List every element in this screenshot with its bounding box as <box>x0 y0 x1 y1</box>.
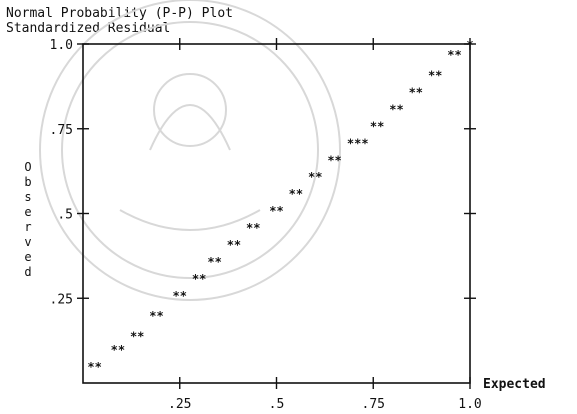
x-tick-label: .5 <box>269 397 285 412</box>
x-tick-label: .25 <box>168 397 191 412</box>
data-point: ** <box>227 238 241 252</box>
data-point: ** <box>173 289 187 303</box>
data-point: ** <box>192 272 206 286</box>
y-axis-label-char: b <box>24 175 32 189</box>
data-point: ** <box>269 204 283 218</box>
x-axis-label: Expected <box>483 377 546 392</box>
y-axis-label-char: d <box>24 265 32 279</box>
chart-title: Normal Probability (P-P) Plot <box>6 6 233 21</box>
data-point: ** <box>130 330 144 344</box>
y-axis-label-char: v <box>24 235 32 249</box>
data-point: ** <box>327 153 341 167</box>
data-point: ** <box>447 48 461 62</box>
y-axis-label-char: e <box>24 250 32 264</box>
y-axis-label-char: O <box>24 160 32 174</box>
x-tick-label: 1.0 <box>458 397 481 412</box>
data-point: ** <box>207 255 221 269</box>
x-tick-label: .75 <box>362 397 385 412</box>
watermark-seal <box>39 0 341 301</box>
y-tick-label: 1.0 <box>50 38 73 53</box>
chart-subtitle: Standardized Residual <box>6 21 171 36</box>
data-point: ** <box>428 69 442 83</box>
y-tick-label: .25 <box>50 292 73 307</box>
tick-labels: .25 .5 .75 1.0 1.0 .75 .5 .25 <box>50 38 482 412</box>
data-points: **************************************** <box>87 38 473 374</box>
data-point: ** <box>111 343 125 357</box>
axis-ticks <box>77 38 476 389</box>
y-axis-label-char: s <box>24 190 32 204</box>
data-point: ** <box>87 360 101 374</box>
y-axis-label-char: e <box>24 205 32 219</box>
data-point: ** <box>409 85 423 99</box>
data-point: * <box>466 38 473 52</box>
data-point: ** <box>370 119 384 133</box>
data-point: ** <box>289 187 303 201</box>
data-point: *** <box>347 136 369 150</box>
y-axis-label-char: r <box>24 220 32 234</box>
data-point: ** <box>246 221 260 235</box>
y-tick-label: .5 <box>57 208 73 223</box>
data-point: ** <box>389 102 403 116</box>
data-point: ** <box>308 170 322 184</box>
data-point: ** <box>149 309 163 323</box>
y-tick-label: .75 <box>50 123 73 138</box>
